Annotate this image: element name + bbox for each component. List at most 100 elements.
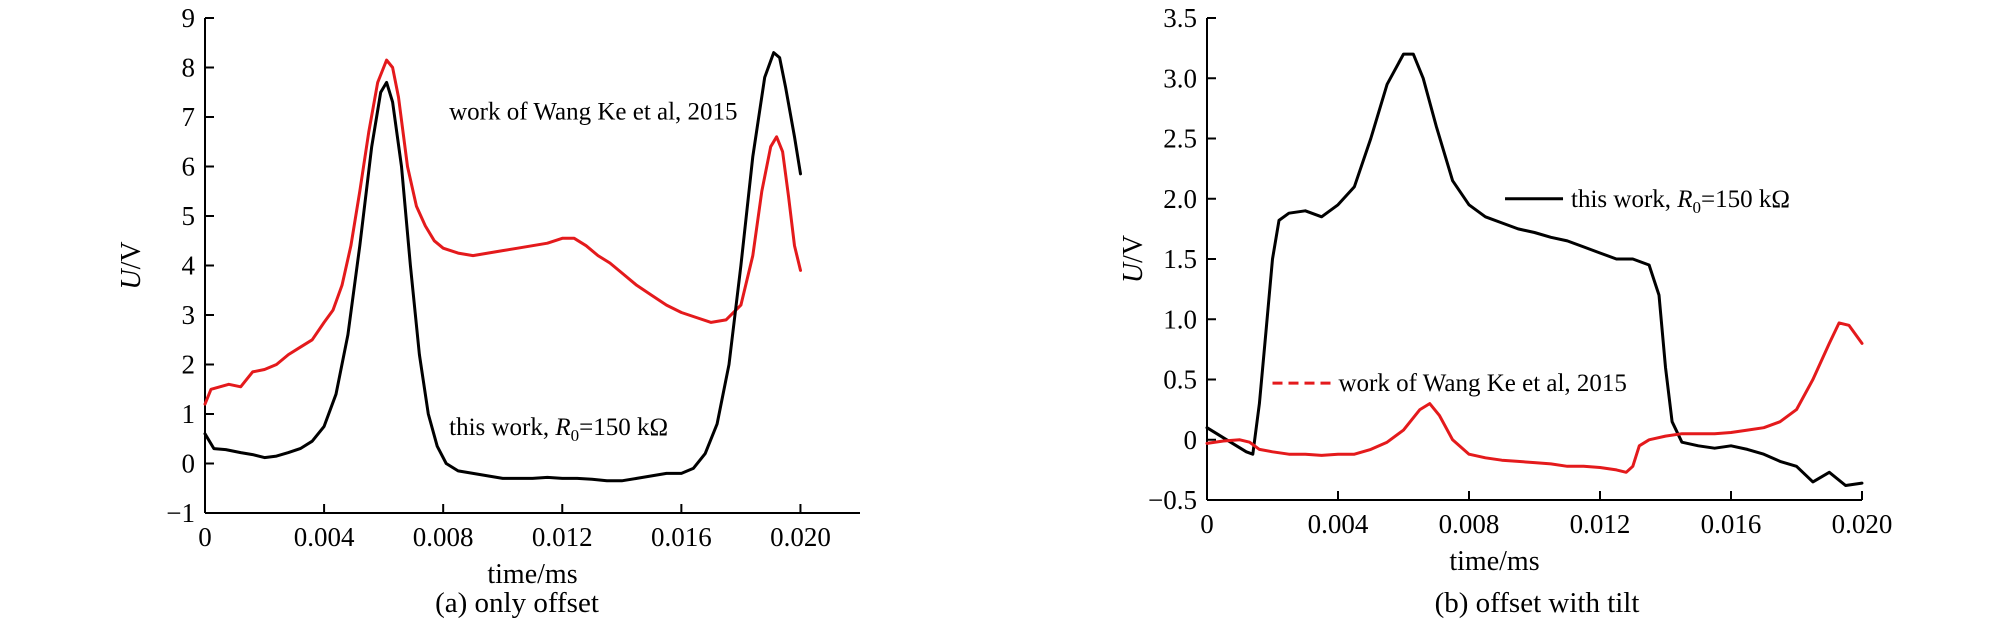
data-point bbox=[665, 472, 668, 474]
data-point bbox=[636, 477, 638, 479]
data-point bbox=[1533, 231, 1536, 234]
data-point bbox=[799, 269, 802, 271]
data-point bbox=[1838, 322, 1840, 324]
data-point bbox=[1632, 465, 1634, 467]
data-point bbox=[252, 371, 254, 373]
data-point bbox=[621, 272, 623, 274]
legend-label-text-end: =150 kΩ bbox=[1701, 186, 1790, 213]
data-point bbox=[1402, 429, 1405, 431]
x-tick-label: 0.008 bbox=[1439, 509, 1500, 539]
data-point bbox=[782, 151, 784, 153]
data-point bbox=[1795, 409, 1798, 411]
data-point bbox=[1664, 366, 1667, 368]
data-point bbox=[576, 477, 578, 479]
y-tick-label: 3.5 bbox=[1163, 3, 1197, 33]
data-point bbox=[1484, 216, 1486, 218]
series-line-this-work bbox=[203, 51, 802, 483]
y-tick-label: 1.5 bbox=[1163, 244, 1197, 274]
data-point bbox=[1239, 439, 1241, 441]
data-point bbox=[1533, 462, 1536, 464]
data-point bbox=[531, 477, 534, 479]
data-point bbox=[1517, 460, 1519, 462]
data-point bbox=[311, 339, 313, 341]
y-axis-label-italic: U bbox=[1118, 261, 1149, 283]
annotation-label-text: this work, bbox=[449, 414, 555, 441]
x-tick-label: 0.008 bbox=[413, 522, 474, 552]
data-point bbox=[1746, 448, 1748, 450]
data-point bbox=[1848, 324, 1850, 326]
y-tick-label: 2.0 bbox=[1163, 184, 1197, 214]
data-point bbox=[1386, 441, 1388, 443]
data-point bbox=[692, 467, 694, 469]
data-point bbox=[665, 304, 668, 306]
data-point bbox=[371, 146, 373, 148]
data-point bbox=[240, 452, 242, 454]
y-tick-label: 0 bbox=[182, 449, 196, 479]
y-tick-label: 0.5 bbox=[1163, 365, 1197, 395]
data-point bbox=[1501, 459, 1503, 461]
legend-label: work of Wang Ke et al, 2015 bbox=[1339, 370, 1627, 397]
x-axis-label: time/ms bbox=[1449, 546, 1539, 577]
data-point bbox=[1288, 212, 1290, 214]
data-point bbox=[1615, 258, 1617, 260]
data-point bbox=[1681, 433, 1683, 435]
data-point bbox=[1412, 53, 1414, 55]
data-point bbox=[621, 480, 623, 482]
data-point bbox=[1337, 453, 1339, 455]
y-axis-label-unit: /V bbox=[116, 241, 147, 269]
annotation-label-subscript: 0 bbox=[571, 426, 580, 445]
data-point bbox=[1517, 228, 1519, 230]
data-point bbox=[487, 475, 489, 477]
y-tick-label: 3 bbox=[182, 300, 196, 330]
data-point bbox=[1245, 451, 1247, 453]
data-point bbox=[275, 363, 278, 366]
data-point bbox=[1763, 427, 1765, 429]
data-point bbox=[299, 448, 301, 450]
data-point bbox=[1697, 445, 1699, 447]
data-point bbox=[1648, 264, 1650, 266]
data-point bbox=[1638, 445, 1640, 447]
data-point bbox=[406, 165, 409, 168]
data-point bbox=[1304, 453, 1306, 455]
data-point bbox=[1779, 421, 1781, 423]
y-tick-label: 7 bbox=[182, 102, 196, 132]
data-point bbox=[386, 81, 388, 83]
y-tick-label: 5 bbox=[182, 201, 196, 231]
data-point bbox=[263, 368, 266, 371]
data-point bbox=[740, 304, 742, 306]
data-point bbox=[392, 101, 394, 103]
data-point bbox=[323, 321, 325, 323]
y-tick-label: 3.0 bbox=[1163, 63, 1197, 93]
data-point bbox=[502, 477, 504, 479]
data-point bbox=[1501, 222, 1503, 224]
data-point bbox=[1206, 427, 1208, 429]
annotation-label-text-end: =150 kΩ bbox=[579, 414, 668, 441]
data-point bbox=[1779, 460, 1781, 462]
data-point bbox=[716, 423, 718, 425]
data-point bbox=[457, 470, 459, 472]
data-point bbox=[651, 475, 653, 477]
data-point bbox=[1599, 466, 1601, 469]
data-point bbox=[517, 477, 519, 479]
data-point bbox=[761, 190, 763, 192]
data-point bbox=[770, 146, 772, 148]
data-point bbox=[1566, 240, 1568, 242]
data-point bbox=[1435, 125, 1437, 127]
data-point bbox=[1265, 330, 1267, 332]
data-point bbox=[531, 245, 534, 247]
x-tick-label: 0 bbox=[198, 522, 212, 552]
data-point bbox=[1625, 471, 1627, 473]
series-line-this-work bbox=[1205, 52, 1864, 487]
y-axis-label: U/V bbox=[116, 241, 147, 289]
data-point bbox=[472, 255, 474, 257]
data-point bbox=[436, 445, 438, 447]
data-point bbox=[728, 363, 730, 366]
data-point bbox=[323, 425, 325, 427]
data-point bbox=[1216, 433, 1218, 435]
data-point bbox=[1370, 137, 1372, 140]
data-point bbox=[1249, 441, 1251, 443]
data-point bbox=[1321, 216, 1323, 218]
y-tick-label: −0.5 bbox=[1148, 485, 1197, 515]
data-point bbox=[359, 190, 361, 192]
